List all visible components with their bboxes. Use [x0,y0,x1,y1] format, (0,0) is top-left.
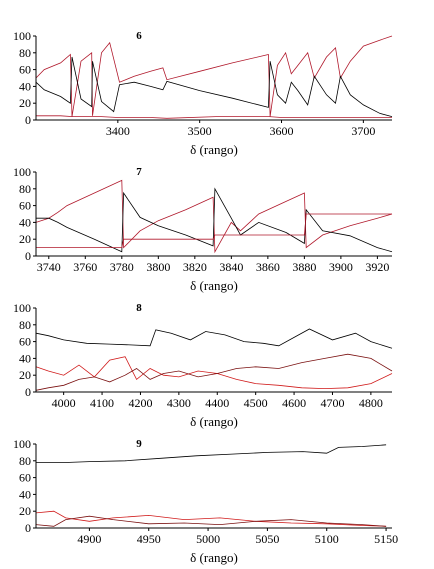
x-tick-label: 3700 [351,124,375,138]
x-tick-label: 3400 [106,124,130,138]
x-tick-label: 5000 [196,532,220,546]
x-tick-label: 3880 [292,260,316,274]
chart-panel-1: 0 20 40 60 80 100 3400 3500 3600 3700 6 δ (rango) [13,29,393,157]
x-tick-label: 3900 [329,260,353,274]
x-tick-label: 3800 [146,260,170,274]
x-tick-label: 4100 [90,396,114,410]
series-line-1 [35,328,393,349]
panel-title: 7 [136,166,142,178]
series-line-2 [36,187,393,253]
x-axis-label: δ (rango) [190,142,238,157]
x-tick-label: 5050 [255,532,279,546]
x-tick-label: 3920 [365,260,389,274]
x-tick-label: 3600 [270,124,294,138]
y-tick-label: 60 [19,471,31,485]
y-tick-label: 100 [13,301,31,315]
series-line-3 [36,115,392,119]
y-tick-label: 80 [19,318,31,332]
y-tick-label: 80 [19,182,31,196]
y-tick-label: 20 [19,96,31,110]
x-tick-label: 3740 [37,260,61,274]
x-axis-label: δ (rango) [190,414,238,429]
x-tick-label: 4500 [244,396,268,410]
x-tick-label: 5100 [315,532,339,546]
chart-panel-4: 0 20 40 60 80 100 4900 4950 5000 5050 5100 5150 9 δ (… [13,437,398,565]
series-line-2 [35,56,393,117]
y-tick-label: 100 [13,165,31,179]
y-tick-label: 40 [19,215,31,229]
y-tick-label: 0 [25,385,31,399]
x-tick-label: 3760 [73,260,97,274]
y-tick-label: 0 [25,113,31,127]
x-tick-label: 4000 [52,396,76,410]
y-tick-label: 20 [19,232,31,246]
y-tick-label: 40 [19,487,31,501]
series-line-3 [35,353,393,391]
x-tick-label: 3780 [110,260,134,274]
y-tick-label: 40 [19,79,31,93]
series-line-3 [35,515,387,527]
x-tick-label: 4300 [167,396,191,410]
chart-panel-2: 0 20 40 60 80 100 3740 3760 3780 3800 3820 3840 3860… [13,165,393,293]
series-line-2 [35,510,387,527]
panel-title: 9 [136,438,142,450]
x-tick-label: 4800 [359,396,383,410]
x-tick-label: 4700 [320,396,344,410]
y-tick-label: 60 [19,63,31,77]
y-tick-label: 80 [19,46,31,60]
y-tick-label: 20 [19,368,31,382]
y-tick-label: 60 [19,335,31,349]
series-line-3 [36,213,392,249]
x-tick-label: 3820 [183,260,207,274]
y-tick-label: 100 [13,437,31,451]
x-tick-label: 4900 [77,532,101,546]
y-tick-label: 0 [25,521,31,535]
series-line-2 [35,356,393,390]
x-tick-label: 4950 [137,532,161,546]
x-tick-label: 3840 [219,260,243,274]
x-tick-label: 5150 [374,532,398,546]
y-tick-label: 80 [19,454,31,468]
series-line-1 [36,444,387,463]
x-tick-label: 4400 [205,396,229,410]
y-tick-label: 0 [25,249,31,263]
series-line-1 [35,35,393,117]
y-tick-label: 40 [19,351,31,365]
chart-panel-3: 0 20 40 60 80 100 4000 4100 4200 4300 4400 4500 4600… [13,301,393,429]
x-tick-label: 3860 [256,260,280,274]
y-tick-label: 100 [13,29,31,43]
x-tick-label: 4600 [282,396,306,410]
x-axis-label: δ (rango) [190,550,238,565]
y-tick-label: 60 [19,199,31,213]
y-tick-label: 20 [19,504,31,518]
x-axis-label: δ (rango) [190,278,238,293]
panel-title: 8 [136,302,142,314]
panel-title: 6 [136,30,142,42]
x-tick-label: 4200 [128,396,152,410]
x-tick-label: 3500 [188,124,212,138]
